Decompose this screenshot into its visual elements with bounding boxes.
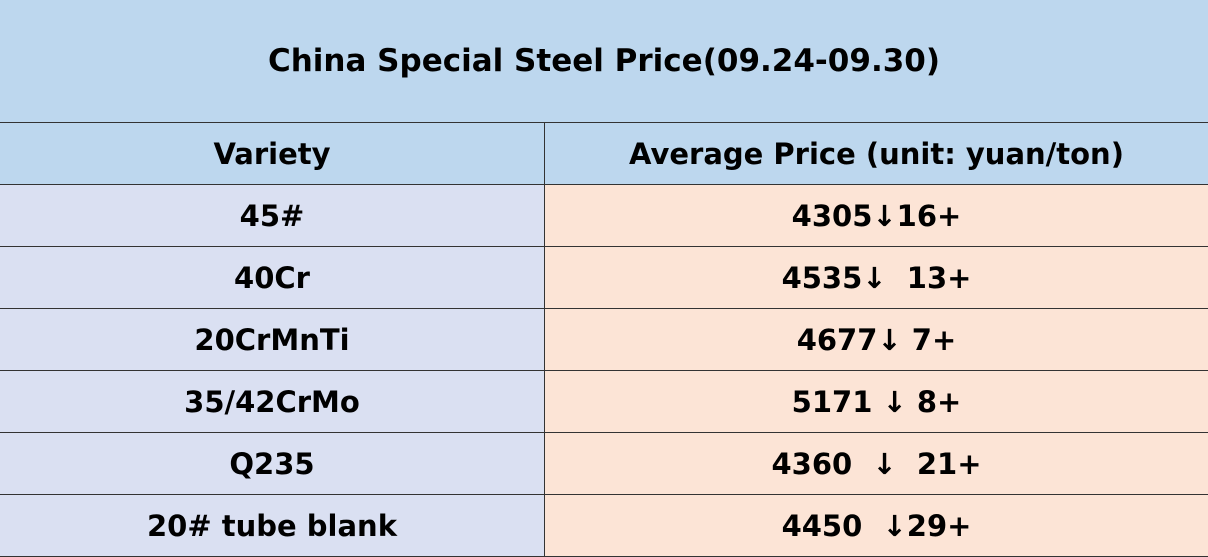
variety-cell: 20CrMnTi [0, 309, 545, 370]
table-row: Q235 4360 ↓ 21+ [0, 433, 1208, 495]
price-cell: 4677↓ 7+ [545, 309, 1208, 370]
variety-cell: 40Cr [0, 247, 545, 308]
table-row: 45# 4305↓16+ [0, 185, 1208, 247]
table-title: China Special Steel Price(09.24-09.30) [0, 0, 1208, 123]
table-row: 40Cr 4535↓ 13+ [0, 247, 1208, 309]
table-row: 20CrMnTi 4677↓ 7+ [0, 309, 1208, 371]
variety-cell: 35/42CrMo [0, 371, 545, 432]
column-header: Variety [0, 123, 545, 184]
column-header: Average Price (unit: yuan/ton) [545, 123, 1208, 184]
table-row: 20# tube blank 4450 ↓29+ [0, 495, 1208, 557]
price-cell: 5171 ↓ 8+ [545, 371, 1208, 432]
variety-cell: 20# tube blank [0, 495, 545, 556]
header-row: Variety Average Price (unit: yuan/ton) [0, 123, 1208, 185]
price-cell: 4535↓ 13+ [545, 247, 1208, 308]
price-cell: 4450 ↓29+ [545, 495, 1208, 556]
variety-cell: Q235 [0, 433, 545, 494]
price-cell: 4305↓16+ [545, 185, 1208, 246]
price-cell: 4360 ↓ 21+ [545, 433, 1208, 494]
variety-cell: 45# [0, 185, 545, 246]
table-row: 35/42CrMo 5171 ↓ 8+ [0, 371, 1208, 433]
